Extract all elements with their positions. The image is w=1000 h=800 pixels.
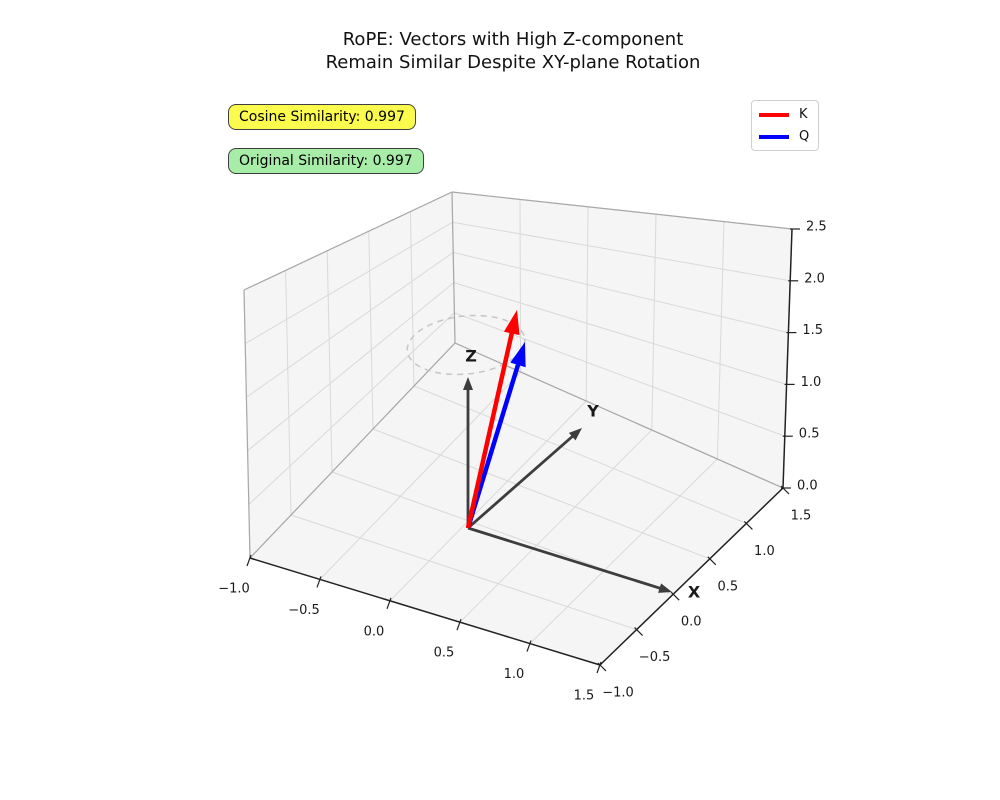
pane-edges bbox=[243, 191, 793, 559]
legend-swatch-k bbox=[759, 112, 789, 117]
svg-text:−0.5: −0.5 bbox=[639, 650, 671, 665]
svg-text:2.0: 2.0 bbox=[804, 271, 825, 286]
svg-text:0.5: 0.5 bbox=[434, 646, 455, 661]
svg-text:1.5: 1.5 bbox=[802, 323, 823, 338]
svg-text:2.5: 2.5 bbox=[806, 220, 827, 235]
legend-item-q: Q bbox=[759, 130, 809, 143]
svg-text:−1.0: −1.0 bbox=[602, 686, 634, 701]
svg-text:0.0: 0.0 bbox=[797, 479, 818, 494]
legend-swatch-q bbox=[759, 134, 789, 139]
svg-text:1.0: 1.0 bbox=[504, 667, 525, 682]
legend-label-k: K bbox=[799, 107, 808, 122]
svg-text:0.0: 0.0 bbox=[364, 624, 385, 639]
rotation-circle bbox=[406, 314, 526, 376]
svg-text:1.0: 1.0 bbox=[801, 375, 822, 390]
legend-label-q: Q bbox=[799, 129, 810, 144]
svg-text:0.5: 0.5 bbox=[799, 427, 820, 442]
legend-item-k: K bbox=[759, 108, 809, 121]
svg-text:1.5: 1.5 bbox=[574, 689, 595, 704]
svg-text:−1.0: −1.0 bbox=[218, 582, 250, 597]
svg-text:Z: Z bbox=[465, 347, 477, 366]
svg-text:0.0: 0.0 bbox=[681, 615, 702, 630]
svg-text:X: X bbox=[688, 583, 701, 602]
chart-title: RoPE: Vectors with High Z-component Rema… bbox=[13, 28, 1000, 74]
svg-text:−0.5: −0.5 bbox=[288, 603, 320, 618]
legend: K Q bbox=[751, 100, 820, 151]
basis-axis-arrows: X Y Z bbox=[463, 347, 701, 602]
k-vector-arrow bbox=[465, 310, 520, 529]
svg-text:Y: Y bbox=[586, 402, 599, 421]
cosine-similarity-badge: Cosine Similarity: 0.997 bbox=[228, 104, 416, 130]
svg-text:1.5: 1.5 bbox=[791, 509, 812, 524]
chart-title-line-2: Remain Similar Despite XY-plane Rotation bbox=[325, 52, 701, 73]
original-similarity-badge: Original Similarity: 0.997 bbox=[228, 148, 424, 174]
axis-spines bbox=[249, 228, 793, 666]
chart-title-line-1: RoPE: Vectors with High Z-component bbox=[342, 29, 684, 50]
axis-ticks-and-labels: −1.0 −1.0 0.0 −0.5 −0.5 0.5 0.0 0.0 1.0 0.5 0.5 1.5… bbox=[218, 220, 826, 704]
svg-text:1.0: 1.0 bbox=[754, 544, 775, 559]
svg-text:0.5: 0.5 bbox=[717, 579, 738, 594]
